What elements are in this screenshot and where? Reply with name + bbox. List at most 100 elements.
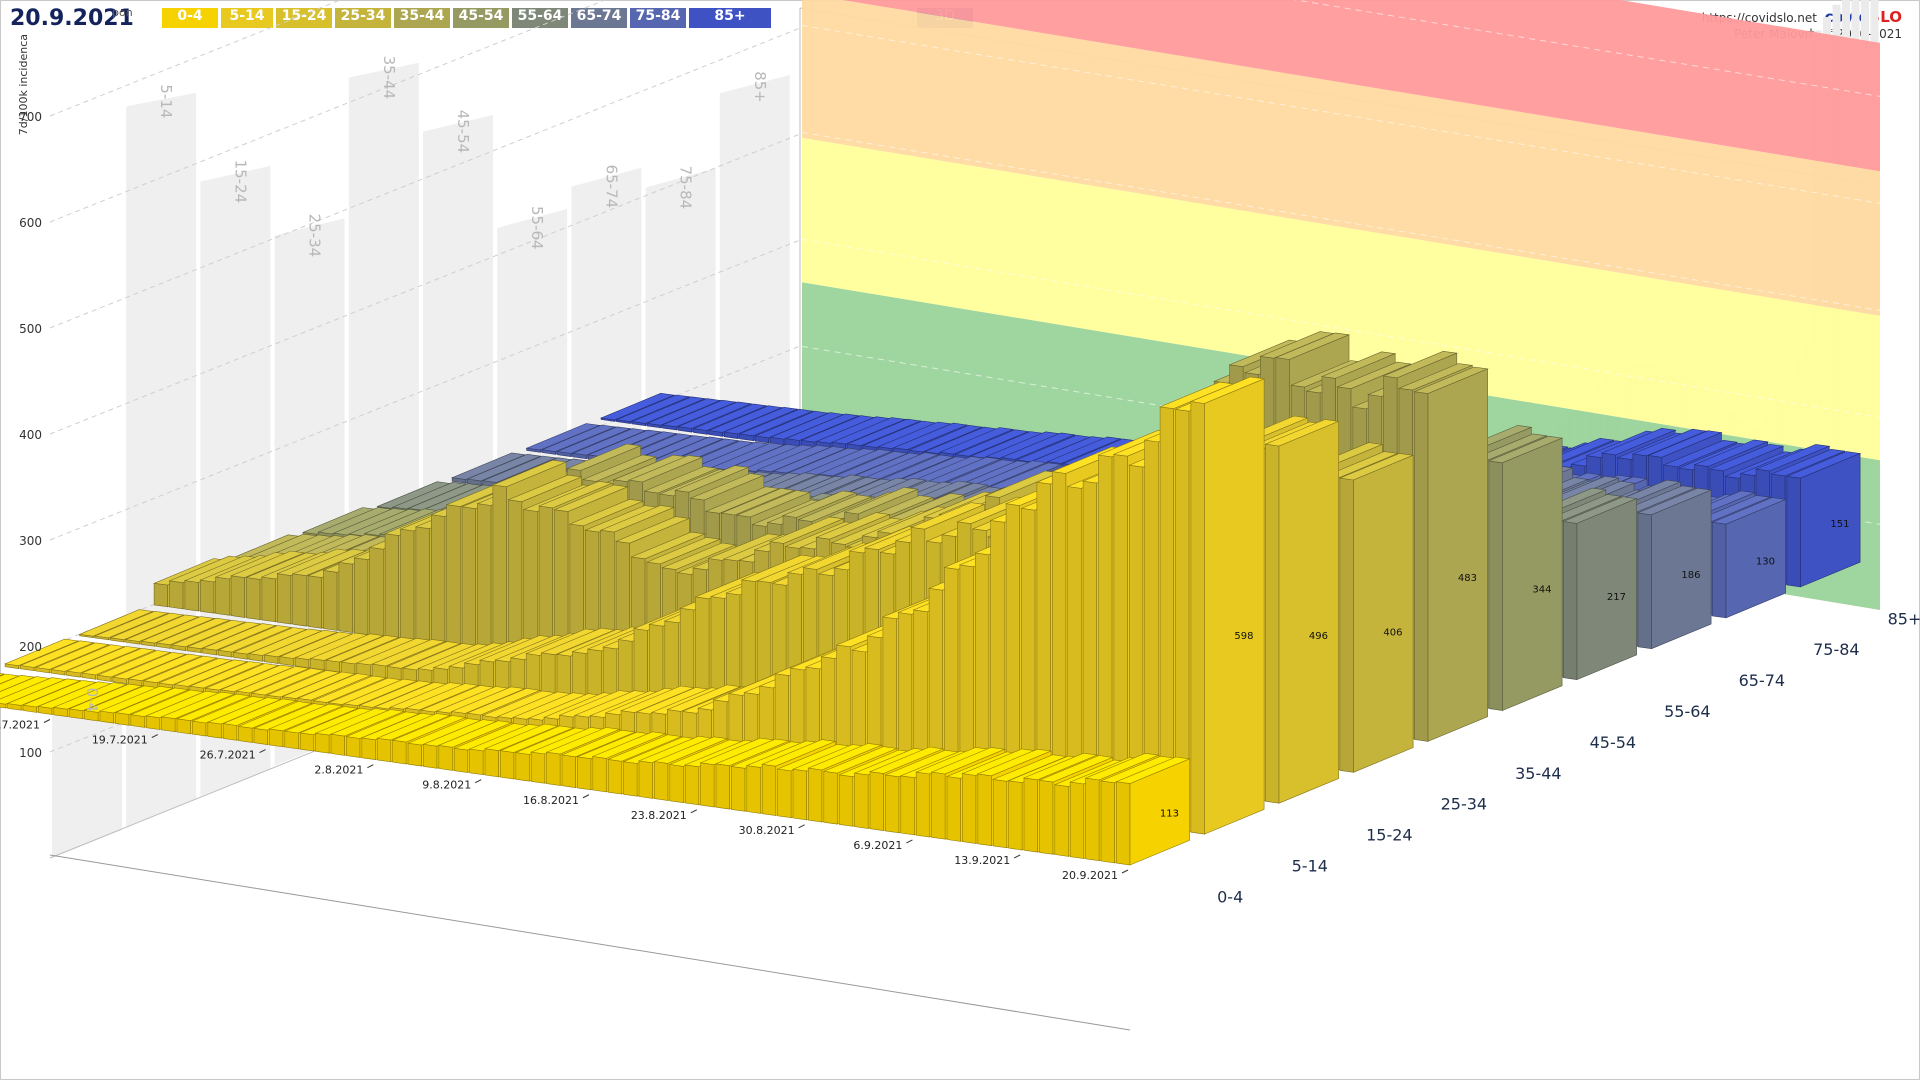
bar-front	[746, 765, 761, 814]
x-tick-label: 13.9.2021	[954, 854, 1010, 867]
bar-front	[654, 761, 669, 801]
latest-value-label: 113	[1160, 809, 1179, 820]
bar-front	[515, 752, 530, 782]
bar-front	[315, 732, 330, 754]
age-group-axis-label: 45-54	[1590, 733, 1637, 752]
x-tick-label: 26.7.2021	[200, 749, 256, 762]
bar-front	[338, 561, 353, 633]
legend-65-74[interactable]: 65-74	[571, 8, 627, 28]
legend-35-44[interactable]: 35-44	[394, 8, 450, 28]
bar-front	[153, 582, 168, 608]
legend-25-34[interactable]: 25-34	[335, 8, 391, 28]
legend-75-84[interactable]: 75-84	[630, 8, 686, 28]
x-tick-label: 16.8.2021	[523, 794, 579, 807]
bar-front	[1786, 475, 1801, 588]
legend-0-4[interactable]: 0-4	[162, 8, 218, 28]
bar-front	[330, 733, 345, 756]
bar-front	[492, 484, 507, 655]
bar-front	[192, 720, 207, 737]
bar-front	[1190, 401, 1205, 835]
bar-front	[423, 743, 438, 769]
bar-side	[1427, 368, 1488, 742]
age-group-axis-label: 55-64	[1664, 702, 1711, 721]
back-wall-label: 85+	[751, 71, 769, 103]
bar-front	[323, 570, 338, 631]
bar-side	[1353, 454, 1414, 773]
labels: 100 200 300 400 500 600 700 0-4 5-14 15-24 25-34 35…	[0, 56, 1920, 907]
legend-5-14[interactable]: 5-14	[221, 8, 273, 28]
bar-front	[369, 546, 384, 638]
bar-front	[869, 771, 884, 831]
bar-front	[1265, 443, 1280, 804]
bar-front	[161, 716, 176, 733]
bar-front	[1488, 460, 1503, 711]
legend-85-plus[interactable]: 85+	[689, 8, 771, 28]
y-tick-label: 600	[19, 216, 42, 230]
latest-value-label: 483	[1458, 573, 1477, 584]
bar-front	[1116, 781, 1131, 866]
bar-front	[200, 579, 215, 614]
bar-front	[1100, 780, 1115, 864]
bar-side	[1800, 453, 1861, 588]
x-tick	[690, 809, 698, 814]
back-wall-label: 5-14	[157, 84, 175, 118]
bar-front	[854, 772, 869, 829]
bar-front	[684, 764, 700, 806]
weekday-label: pon	[112, 6, 133, 19]
bar-front	[1339, 477, 1354, 773]
age-group-axis-label: 5-14	[1292, 856, 1328, 875]
y-tick-label: 500	[19, 322, 42, 336]
bar-side	[1204, 378, 1265, 835]
bar-front	[946, 776, 961, 842]
bar-front	[1637, 512, 1652, 650]
latest-value-label: 186	[1681, 570, 1700, 581]
bar-front	[700, 762, 715, 808]
bar-front	[207, 721, 222, 739]
bar-front	[269, 728, 284, 748]
x-tick	[259, 749, 266, 754]
back-wall-label: 65-74	[602, 165, 620, 209]
legend-45-54[interactable]: 45-54	[453, 8, 509, 28]
legend-15-24[interactable]: 15-24	[276, 8, 332, 28]
time-axis-line	[49, 854, 1131, 1031]
back-wall-bar	[52, 684, 122, 858]
bar-side	[1725, 499, 1786, 619]
bar-front	[230, 575, 245, 618]
bar-front	[215, 576, 230, 616]
zone-yellow	[802, 137, 1880, 461]
x-tick	[582, 794, 590, 799]
back-wall-label: 55-64	[528, 206, 546, 250]
bar-front	[1414, 391, 1429, 742]
bar-front	[731, 766, 746, 812]
bar-front	[145, 715, 161, 730]
bar-front	[1069, 781, 1085, 859]
bar-front	[284, 730, 299, 750]
bar-front	[523, 509, 538, 659]
bar-front	[438, 745, 453, 771]
bar-front	[392, 739, 407, 765]
bar-front	[1563, 521, 1578, 680]
bar-front	[353, 557, 369, 636]
bar-side	[1502, 437, 1563, 711]
age-group-axis-label: 35-44	[1515, 764, 1562, 783]
bar-front	[407, 742, 422, 767]
x-tick	[1013, 854, 1021, 859]
x-tick	[474, 779, 482, 784]
y-tick-label: 400	[19, 428, 42, 442]
bar-front	[176, 718, 191, 735]
back-wall-label: 15-24	[231, 160, 249, 204]
bar-side	[1651, 489, 1712, 650]
bar-front	[1008, 780, 1023, 851]
bar-front	[1023, 777, 1038, 853]
bar-front	[246, 577, 261, 621]
bar-front	[838, 774, 854, 827]
bar-front	[1039, 779, 1054, 855]
x-tick	[906, 839, 913, 844]
legend-55-64[interactable]: 55-64	[512, 8, 568, 28]
bar-front	[384, 533, 400, 640]
bar-front	[1085, 777, 1100, 862]
x-tick	[367, 764, 374, 769]
bar-front	[430, 514, 446, 646]
bar-side	[1129, 758, 1190, 866]
